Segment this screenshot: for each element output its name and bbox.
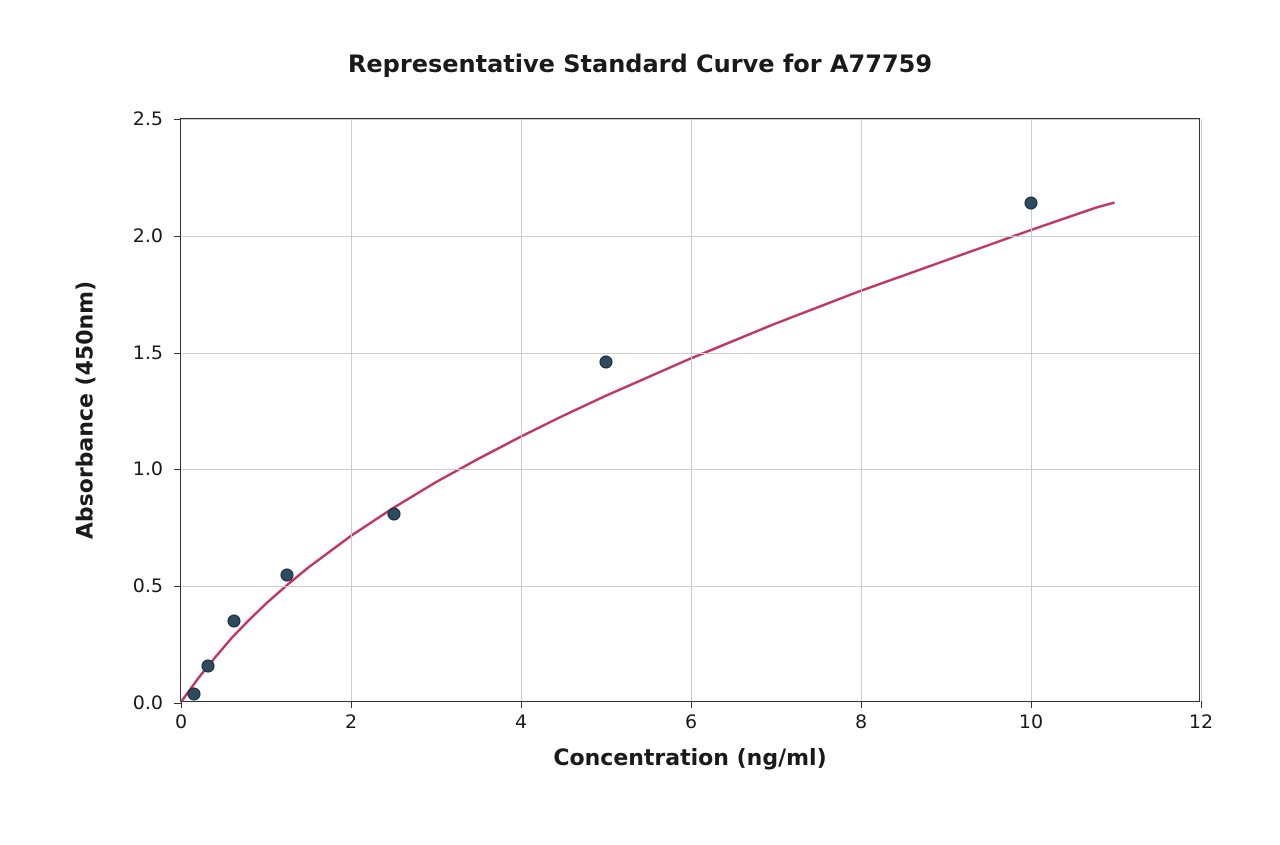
grid-line-vertical xyxy=(351,119,352,701)
grid-line-horizontal xyxy=(181,586,1199,587)
y-tick-label: 2.5 xyxy=(133,108,163,130)
y-tick-label: 0.0 xyxy=(133,692,163,714)
grid-line-horizontal xyxy=(181,469,1199,470)
y-tick xyxy=(174,119,181,120)
data-point xyxy=(188,687,201,700)
x-tick-label: 6 xyxy=(685,711,697,733)
grid-line-vertical xyxy=(1201,119,1202,701)
x-tick-label: 12 xyxy=(1189,711,1213,733)
grid-line-horizontal xyxy=(181,236,1199,237)
x-tick-label: 2 xyxy=(345,711,357,733)
plot-area: Concentration (ng/ml) Absorbance (450nm)… xyxy=(180,118,1200,702)
fitted-curve xyxy=(182,203,1114,701)
y-tick-label: 0.5 xyxy=(133,575,163,597)
y-tick-label: 1.0 xyxy=(133,458,163,480)
y-tick-label: 2.0 xyxy=(133,225,163,247)
y-tick xyxy=(174,703,181,704)
curve-svg xyxy=(181,119,1199,701)
data-point xyxy=(281,568,294,581)
y-axis-label: Absorbance (450nm) xyxy=(74,281,99,539)
data-point xyxy=(1025,197,1038,210)
y-tick-label: 1.5 xyxy=(133,342,163,364)
x-tick xyxy=(691,701,692,708)
chart-title: Representative Standard Curve for A77759 xyxy=(0,50,1280,78)
x-tick-label: 0 xyxy=(175,711,187,733)
x-tick xyxy=(1031,701,1032,708)
grid-line-vertical xyxy=(861,119,862,701)
data-point xyxy=(600,355,613,368)
x-axis-label: Concentration (ng/ml) xyxy=(553,746,826,771)
grid-line-horizontal xyxy=(181,353,1199,354)
grid-line-vertical xyxy=(691,119,692,701)
data-point xyxy=(387,507,400,520)
x-tick xyxy=(351,701,352,708)
x-tick xyxy=(861,701,862,708)
grid-line-vertical xyxy=(521,119,522,701)
y-tick xyxy=(174,586,181,587)
data-point xyxy=(201,659,214,672)
x-tick xyxy=(1201,701,1202,708)
x-tick-label: 4 xyxy=(515,711,527,733)
x-tick-label: 10 xyxy=(1019,711,1043,733)
y-tick xyxy=(174,353,181,354)
data-point xyxy=(228,615,241,628)
x-tick xyxy=(181,701,182,708)
grid-line-horizontal xyxy=(181,119,1199,120)
chart-container: Representative Standard Curve for A77759… xyxy=(0,0,1280,845)
y-tick xyxy=(174,469,181,470)
x-tick xyxy=(521,701,522,708)
y-tick xyxy=(174,236,181,237)
x-tick-label: 8 xyxy=(855,711,867,733)
